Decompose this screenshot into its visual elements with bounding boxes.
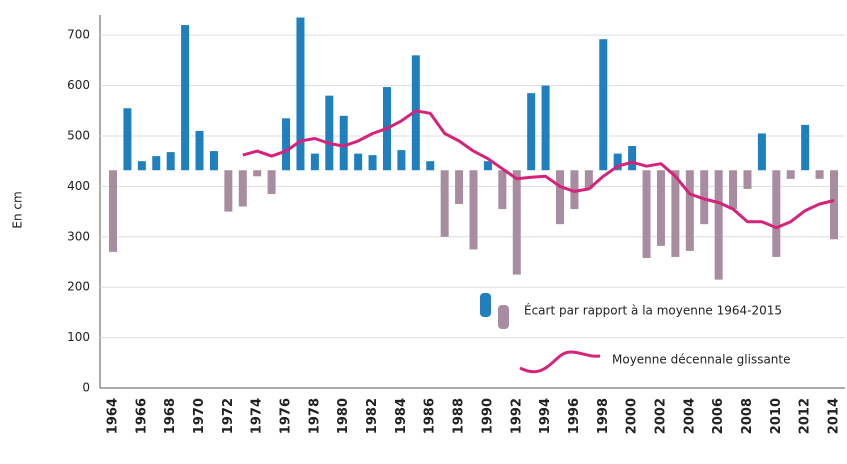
- bar: [541, 85, 550, 171]
- x-tick-label: 2008: [740, 398, 755, 434]
- bar: [613, 153, 622, 171]
- y-tick-label: 400: [67, 179, 90, 193]
- bar: [152, 156, 161, 171]
- legend-swatch: [498, 305, 509, 329]
- x-tick-label: 1984: [394, 398, 409, 434]
- y-tick-label: 300: [67, 229, 90, 243]
- bar: [325, 95, 334, 171]
- x-tick-label: 1978: [307, 398, 322, 434]
- bar: [123, 108, 132, 171]
- x-tick-label: 1996: [567, 398, 582, 434]
- bar: [397, 150, 406, 171]
- bar: [411, 55, 420, 171]
- bar: [455, 170, 464, 205]
- bar: [628, 146, 637, 171]
- x-tick-label: 2006: [711, 398, 726, 434]
- x-tick-label: 2010: [769, 398, 784, 434]
- bar: [469, 170, 478, 250]
- bar: [166, 152, 175, 171]
- y-axis-label: En cm: [11, 191, 25, 228]
- bar: [743, 170, 752, 189]
- x-tick-label: 2004: [682, 398, 697, 434]
- bar: [815, 170, 824, 179]
- x-tick-label: 1992: [509, 398, 524, 434]
- bar: [527, 93, 536, 171]
- bar: [656, 170, 665, 246]
- legend-label: Moyenne décennale glissante: [612, 353, 791, 367]
- bar: [238, 170, 247, 207]
- bar: [642, 170, 651, 258]
- bar: [685, 170, 694, 251]
- bar: [109, 170, 117, 252]
- bar: [700, 170, 709, 225]
- bar: [440, 170, 449, 237]
- x-tick-label: 1988: [452, 398, 467, 434]
- x-tick-label: 1970: [192, 398, 207, 434]
- x-tick-label: 1980: [336, 398, 351, 434]
- bar: [671, 170, 680, 257]
- bar: [253, 170, 262, 177]
- x-tick-label: 1964: [106, 398, 121, 434]
- x-tick-label: 1976: [279, 398, 294, 434]
- bar: [570, 170, 579, 210]
- bar: [296, 17, 305, 171]
- bar: [801, 124, 810, 171]
- bar: [483, 161, 492, 171]
- line: [242, 109, 835, 230]
- bar: [772, 170, 781, 257]
- legend-swatch: [480, 293, 491, 317]
- x-tick-label: 2000: [625, 398, 640, 434]
- bar: [282, 118, 291, 171]
- bar: [195, 130, 204, 171]
- bar: [556, 170, 565, 225]
- x-tick-label: 2014: [827, 398, 842, 434]
- x-tick-label: 1966: [134, 398, 149, 434]
- bar: [786, 170, 795, 179]
- bar: [830, 170, 838, 240]
- x-tick-label: 2012: [798, 398, 813, 434]
- x-tick-label: 1972: [221, 398, 236, 434]
- bar: [310, 153, 319, 171]
- y-tick-label: 700: [67, 28, 90, 42]
- bar: [368, 155, 377, 171]
- bar: [426, 161, 435, 171]
- bar: [354, 153, 363, 171]
- y-tick-label: 0: [82, 381, 90, 395]
- bar: [267, 170, 276, 194]
- y-tick-label: 100: [67, 330, 90, 344]
- bar: [137, 161, 146, 171]
- x-tick-label: 1968: [163, 398, 178, 434]
- bar: [729, 170, 738, 210]
- bar: [224, 170, 233, 212]
- y-tick-label: 600: [67, 78, 90, 92]
- x-tick-label: 1982: [365, 398, 380, 434]
- x-tick-label: 1990: [480, 398, 495, 434]
- bar: [339, 115, 348, 171]
- x-tick-label: 1974: [250, 398, 265, 434]
- x-tick-label: 1998: [596, 398, 611, 434]
- bar: [714, 170, 723, 280]
- x-tick-label: 1986: [423, 398, 438, 434]
- y-tick-label: 500: [67, 128, 90, 142]
- bar: [498, 170, 507, 210]
- bar: [181, 25, 190, 171]
- bar: [209, 151, 218, 171]
- y-tick-label: 200: [67, 280, 90, 294]
- bar: [584, 170, 593, 189]
- bar: [757, 133, 766, 171]
- bar: [512, 170, 521, 275]
- legend-swatch: [519, 350, 601, 374]
- bar: [599, 39, 608, 171]
- x-tick-label: 1994: [538, 398, 553, 434]
- legend-label: Écart par rapport à la moyenne 1964-2015: [524, 303, 782, 318]
- x-tick-label: 2002: [653, 398, 668, 434]
